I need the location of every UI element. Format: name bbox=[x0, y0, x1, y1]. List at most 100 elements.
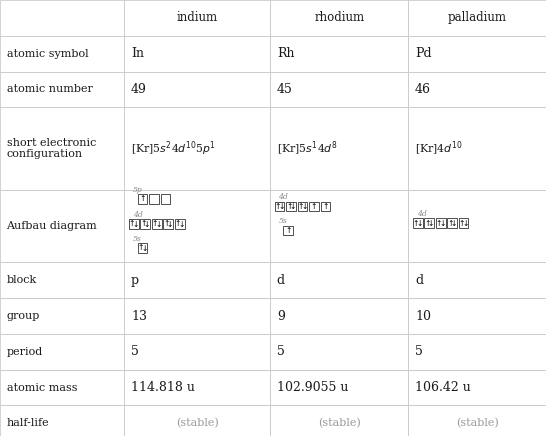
Text: atomic symbol: atomic symbol bbox=[7, 49, 88, 58]
Text: 102.9055 u: 102.9055 u bbox=[277, 381, 348, 394]
Bar bbox=[124, 190, 270, 262]
Text: 5: 5 bbox=[277, 345, 284, 358]
Bar bbox=[408, 0, 546, 36]
Text: 13: 13 bbox=[131, 310, 147, 323]
Bar bbox=[163, 219, 173, 229]
Text: ↓: ↓ bbox=[428, 219, 434, 228]
Bar bbox=[0, 0, 124, 36]
Bar bbox=[408, 370, 546, 405]
Text: half-life: half-life bbox=[7, 419, 49, 428]
Text: ↓: ↓ bbox=[462, 219, 468, 228]
Bar bbox=[0, 334, 124, 370]
Text: ↑: ↑ bbox=[285, 226, 292, 235]
Text: ↑: ↑ bbox=[436, 218, 442, 228]
Bar bbox=[270, 107, 408, 190]
Bar bbox=[408, 107, 546, 190]
Text: d: d bbox=[415, 274, 423, 287]
Bar bbox=[447, 218, 457, 228]
Bar bbox=[413, 218, 423, 228]
Bar bbox=[0, 72, 124, 107]
Bar bbox=[436, 218, 446, 228]
Bar bbox=[424, 218, 434, 228]
Bar bbox=[149, 194, 159, 204]
Text: Rh: Rh bbox=[277, 47, 294, 60]
Bar bbox=[138, 194, 147, 204]
Text: 49: 49 bbox=[131, 83, 147, 96]
Text: ↑: ↑ bbox=[298, 202, 304, 211]
Text: short electronic
configuration: short electronic configuration bbox=[7, 138, 96, 160]
Text: 5s: 5s bbox=[278, 218, 287, 225]
Bar bbox=[0, 262, 124, 298]
Text: [Kr]5$s^1$4$d^8$: [Kr]5$s^1$4$d^8$ bbox=[277, 140, 337, 158]
Bar bbox=[124, 36, 270, 72]
Bar bbox=[270, 0, 408, 36]
Bar bbox=[124, 72, 270, 107]
Bar bbox=[138, 243, 147, 253]
Text: ↑: ↑ bbox=[140, 219, 147, 228]
Bar bbox=[124, 107, 270, 190]
Text: 9: 9 bbox=[277, 310, 284, 323]
Text: Pd: Pd bbox=[415, 47, 431, 60]
Bar bbox=[0, 36, 124, 72]
Bar bbox=[140, 219, 150, 229]
Text: ↑: ↑ bbox=[424, 218, 431, 228]
Bar bbox=[124, 298, 270, 334]
Bar bbox=[286, 202, 296, 211]
Bar bbox=[408, 72, 546, 107]
Text: ↓: ↓ bbox=[416, 219, 423, 228]
Text: ↓: ↓ bbox=[167, 220, 173, 229]
Bar bbox=[0, 190, 124, 262]
Bar bbox=[408, 298, 546, 334]
Bar bbox=[283, 226, 293, 235]
Text: atomic number: atomic number bbox=[7, 85, 92, 94]
Bar bbox=[408, 405, 546, 436]
Text: ↓: ↓ bbox=[450, 219, 457, 228]
Text: ↑: ↑ bbox=[139, 194, 146, 203]
Text: p: p bbox=[131, 274, 139, 287]
Bar bbox=[0, 107, 124, 190]
Text: 10: 10 bbox=[415, 310, 431, 323]
Bar bbox=[124, 405, 270, 436]
Bar bbox=[408, 262, 546, 298]
Text: (stable): (stable) bbox=[318, 418, 361, 429]
Text: ↑: ↑ bbox=[286, 202, 293, 211]
Text: 114.818 u: 114.818 u bbox=[131, 381, 195, 394]
Text: ↑: ↑ bbox=[152, 219, 158, 228]
Text: ↑: ↑ bbox=[175, 219, 181, 228]
Text: 5: 5 bbox=[131, 345, 139, 358]
Bar bbox=[270, 405, 408, 436]
Text: ↓: ↓ bbox=[301, 202, 307, 211]
Bar bbox=[270, 334, 408, 370]
Text: 5: 5 bbox=[415, 345, 423, 358]
Text: d: d bbox=[277, 274, 285, 287]
Text: rhodium: rhodium bbox=[314, 11, 364, 24]
Text: 4d: 4d bbox=[133, 211, 143, 219]
Text: ↓: ↓ bbox=[141, 244, 147, 253]
Bar bbox=[129, 219, 139, 229]
Text: 106.42 u: 106.42 u bbox=[415, 381, 471, 394]
Text: ↑: ↑ bbox=[322, 202, 329, 211]
Bar bbox=[124, 334, 270, 370]
Bar bbox=[321, 202, 330, 211]
Text: indium: indium bbox=[177, 11, 218, 24]
Text: In: In bbox=[131, 47, 144, 60]
Bar bbox=[270, 298, 408, 334]
Text: ↓: ↓ bbox=[155, 220, 162, 229]
Text: ↑: ↑ bbox=[129, 219, 135, 228]
Text: atomic mass: atomic mass bbox=[7, 383, 77, 392]
Text: Aufbau diagram: Aufbau diagram bbox=[7, 221, 97, 231]
Text: ↓: ↓ bbox=[278, 202, 284, 211]
Bar bbox=[124, 262, 270, 298]
Text: 4d: 4d bbox=[417, 210, 426, 218]
Text: ↓: ↓ bbox=[178, 220, 185, 229]
Bar bbox=[275, 202, 284, 211]
Text: palladium: palladium bbox=[448, 11, 507, 24]
Text: ↑: ↑ bbox=[138, 243, 144, 252]
Bar bbox=[161, 194, 170, 204]
Text: ↓: ↓ bbox=[289, 202, 296, 211]
Bar bbox=[270, 36, 408, 72]
Text: 45: 45 bbox=[277, 83, 293, 96]
Text: period: period bbox=[7, 347, 43, 357]
Text: 5p: 5p bbox=[133, 186, 143, 194]
Text: 5s: 5s bbox=[133, 235, 141, 243]
